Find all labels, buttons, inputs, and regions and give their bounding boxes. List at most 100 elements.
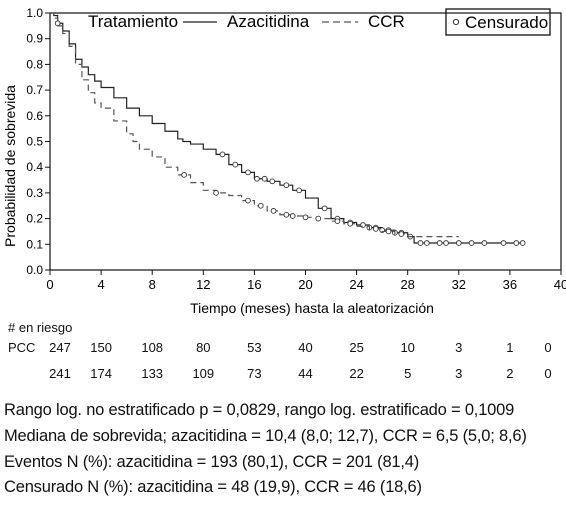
y-axis-label: Probabilidad de sobrevida: [2, 85, 18, 247]
y-tick-label: 0.8: [26, 57, 43, 71]
censored-point-ccr: [245, 197, 251, 204]
series-line-azacitidina: [50, 12, 523, 244]
censored-point-azacitidina: [269, 178, 276, 185]
at-risk-count: 5: [404, 366, 412, 381]
at-risk-count: 40: [298, 340, 313, 355]
at-risk-count: 0: [544, 340, 552, 355]
censored-point-ccr: [289, 213, 296, 219]
survival-chart: 0 4 8 12 16 20 24 28 32 36 40 0.0 0.1 0.2 0.3 0.4 0.5 0.6…: [2, 6, 566, 316]
censored-point-azacitidina: [424, 240, 430, 246]
stat-censored: Censurado N (%): azacitidina = 48 (19,9)…: [4, 478, 422, 496]
x-tick-label: 20: [298, 277, 312, 292]
censored-point-azacitidina: [254, 175, 260, 182]
y-tick-label: 0.4: [26, 160, 43, 174]
x-tick-label: 36: [503, 277, 517, 292]
at-risk-count: 44: [298, 366, 313, 381]
censored-point-ccr: [315, 215, 322, 222]
x-tick-label: 0: [46, 277, 53, 292]
censored-point-ccr: [270, 208, 277, 214]
at-risk-count: 174: [90, 366, 112, 381]
censored-point-ccr: [398, 231, 405, 237]
censored-point-ccr: [283, 211, 290, 218]
plot-frame: [49, 12, 562, 271]
x-tick-label: 12: [196, 277, 210, 292]
at-risk-count: 241: [49, 366, 71, 381]
censored-point-ccr: [181, 172, 187, 178]
at-risk-count: 3: [455, 366, 463, 381]
y-tick-label: 0.6: [26, 109, 43, 123]
x-tick-label: 4: [97, 277, 104, 292]
censored-point-azacitidina: [468, 240, 475, 246]
censored-point-ccr: [372, 226, 379, 232]
x-tick-label: 16: [247, 277, 261, 292]
at-risk-count: 53: [247, 340, 262, 355]
censored-point-azacitidina: [519, 240, 526, 246]
at-risk-count: 1: [506, 340, 514, 355]
censored-point-ccr: [257, 202, 264, 209]
legend-label-ccr: CCR: [368, 12, 405, 31]
censored-point-azacitidina: [481, 240, 488, 246]
y-tick-label: 0.1: [26, 237, 43, 251]
y-tick-label: 1.0: [26, 6, 43, 20]
at-risk-row-label-pcc: PCC: [8, 340, 36, 355]
censored-point-azacitidina: [54, 20, 61, 27]
stat-logrank: Rango log. no estratificado p = 0,0829, …: [4, 401, 515, 419]
x-tick-label: 8: [149, 277, 156, 292]
y-tick-label: 0.3: [26, 186, 43, 200]
at-risk-row-pcc: 247 150 108 80 53 40 25 10 3 1 0: [0, 340, 566, 360]
at-risk-count: 150: [90, 340, 112, 355]
legend-label-censored: Censurado: [465, 13, 548, 32]
legend-censored-marker: [452, 18, 460, 26]
censored-point-azacitidina: [455, 240, 462, 246]
x-tick-label: 32: [452, 277, 466, 292]
censored-point-azacitidina: [321, 205, 328, 212]
censored-point-azacitidina: [443, 240, 449, 246]
at-risk-count: 10: [400, 340, 415, 355]
y-tick-label: 0.5: [26, 135, 43, 149]
x-tick-label: 28: [400, 277, 414, 292]
at-risk-count: 108: [141, 340, 164, 355]
legend-label-azacitidina: Azacitidina: [227, 12, 310, 31]
legend-heading: Tratamiento: [88, 12, 178, 31]
stat-events: Eventos N (%): azacitidina = 193 (80,1),…: [4, 453, 420, 471]
censored-point-azacitidina: [436, 240, 443, 246]
censored-point-ccr: [213, 190, 219, 196]
at-risk-count: 2: [506, 366, 514, 381]
y-tick-label: 0.0: [26, 263, 43, 277]
censored-point-azacitidina: [500, 240, 507, 246]
at-risk-count: 22: [349, 366, 364, 381]
legend-censored-box: [445, 8, 551, 36]
censored-point-ccr: [302, 214, 309, 221]
censored-point-azacitidina: [417, 240, 424, 246]
at-risk-count: 3: [455, 340, 463, 355]
censored-point-azacitidina: [219, 151, 226, 158]
y-tick-label: 0.7: [26, 83, 43, 97]
censored-point-azacitidina: [232, 161, 239, 168]
at-risk-count: 247: [49, 340, 71, 355]
censored-point-azacitidina: [296, 187, 302, 194]
x-axis-label: Tiempo (meses) hasta la aleatorización: [190, 300, 434, 316]
series-layer: [50, 12, 526, 246]
censored-point-azacitidina: [513, 240, 520, 246]
y-tick-label: 0.2: [26, 212, 43, 226]
axes: 0 4 8 12 16 20 24 28 32 36 40 0.0 0.1 0.2 0.3 0.4 0.5 0.6…: [26, 6, 566, 292]
at-risk-row-azacitidina: 241 174 133 109 73 44 22 5 3 2 0: [0, 366, 566, 386]
at-risk-title: # en riesgo: [8, 320, 73, 335]
x-tick-label: 24: [349, 277, 363, 292]
series-line-ccr: [50, 12, 459, 238]
y-tick-label: 0.9: [26, 32, 43, 46]
censored-point-ccr: [385, 228, 392, 235]
censored-point-azacitidina: [261, 175, 268, 182]
x-tick-label: 40: [554, 277, 566, 292]
at-risk-count: 73: [247, 366, 262, 381]
censored-point-ccr: [347, 220, 354, 227]
censored-point-azacitidina: [245, 169, 251, 176]
at-risk-count: 0: [544, 366, 552, 381]
at-risk-count: 133: [141, 366, 164, 381]
at-risk-count: 109: [192, 366, 215, 381]
stat-median-survival: Mediana de sobrevida; azacitidina = 10,4…: [4, 427, 527, 445]
legend: Tratamiento Azacitidina CCR Censurado: [88, 8, 551, 36]
at-risk-count: 80: [196, 340, 211, 355]
at-risk-count: 25: [349, 340, 364, 355]
censored-point-ccr: [334, 218, 341, 225]
